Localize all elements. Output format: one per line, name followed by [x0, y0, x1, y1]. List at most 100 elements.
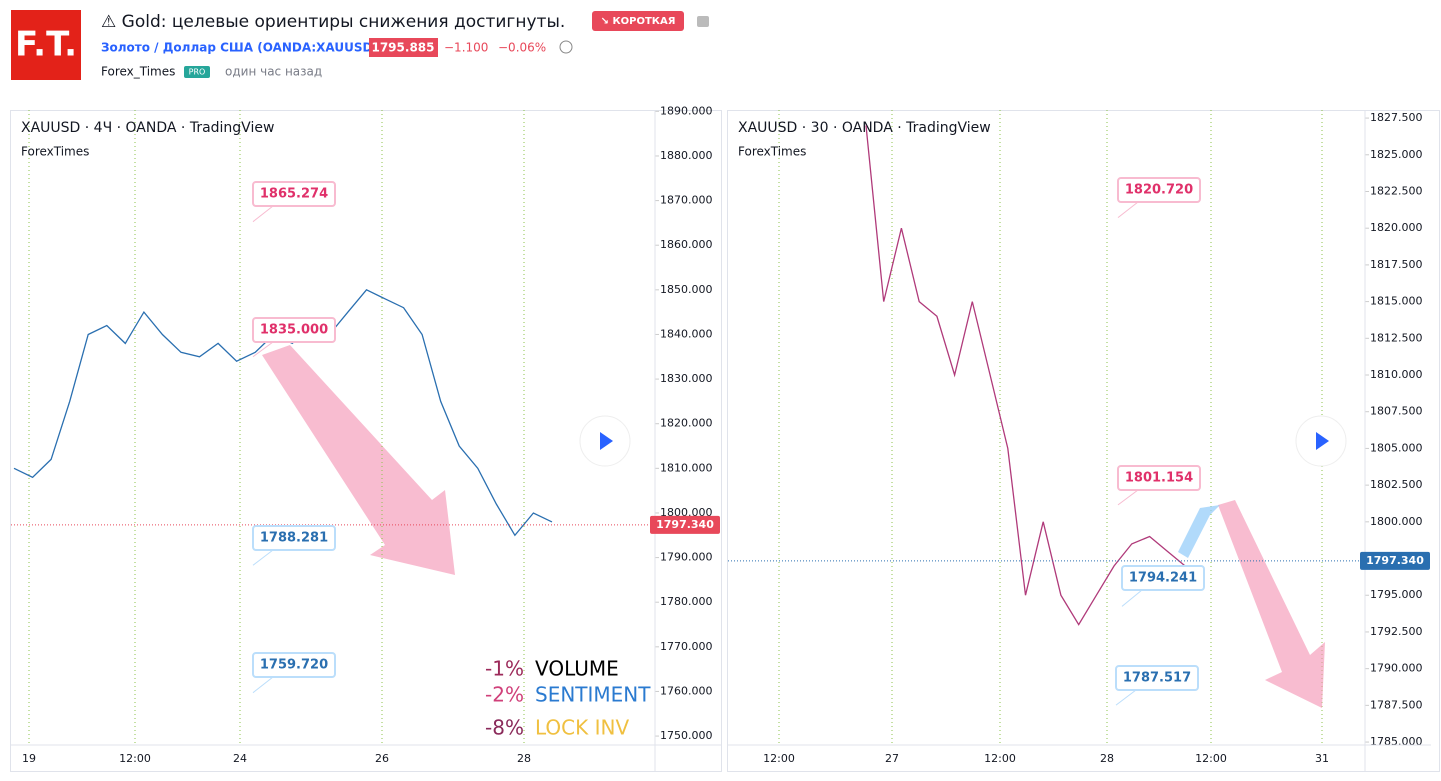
annotation-box — [252, 181, 336, 207]
logo — [11, 10, 81, 80]
y-tick-label: 1880.000 — [660, 149, 713, 162]
annotation-label: 1787.517 — [1123, 671, 1191, 686]
annotation-pointer — [1117, 201, 1139, 219]
chart-title: XAUUSD · 4Ч · OANDA · TradingView — [21, 120, 274, 136]
change-pct: −0.06% — [498, 41, 546, 55]
arrow — [262, 345, 455, 575]
y-tick-label: 1870.000 — [660, 194, 713, 207]
y-tick-label: 1812.500 — [1370, 331, 1423, 344]
annotation-box — [1117, 465, 1201, 491]
y-tick-label: 1817.500 — [1370, 258, 1423, 271]
logo-text: F.T. — [15, 25, 77, 65]
y-tick-label: 1840.000 — [660, 327, 713, 340]
annotation-pointer — [252, 205, 274, 223]
annotation-label: 1820.720 — [1125, 183, 1193, 198]
x-tick-label: 12:00 — [763, 752, 795, 765]
y-tick-label: 1820.000 — [1370, 221, 1423, 234]
panel-2 — [727, 110, 1440, 772]
y-tick-label: 1820.000 — [660, 417, 713, 430]
y-tick-label: 1787.500 — [1370, 698, 1423, 711]
y-tick-label: 1830.000 — [660, 372, 713, 385]
current-price-box — [1360, 551, 1430, 570]
alarm-icon[interactable] — [559, 40, 573, 54]
current-price: 1797.340 — [656, 518, 714, 531]
y-tick-label: 1800.000 — [1370, 515, 1423, 528]
badge-text: ↘ КОРОТКАЯ — [601, 16, 676, 27]
time: один час назад — [225, 65, 322, 79]
y-tick-label: 1802.500 — [1370, 478, 1423, 491]
y-tick-label: 1790.000 — [660, 551, 713, 564]
y-tick-label: 1810.000 — [660, 461, 713, 474]
pro-box — [184, 66, 210, 78]
price-box — [369, 38, 438, 57]
y-tick-label: 1800.000 — [660, 506, 713, 519]
legend-pct: -1% — [485, 657, 524, 681]
idea-title: ⚠ Gold: целевые ориентиры снижения дости… — [101, 12, 565, 32]
y-tick-label: 1810.000 — [1370, 368, 1423, 381]
annotation-box — [252, 652, 336, 678]
chart-subtitle: ForexTimes — [21, 145, 89, 159]
annotation-pointer — [1121, 589, 1143, 607]
annotation-label: 1835.000 — [260, 323, 328, 338]
y-tick-label: 1850.000 — [660, 283, 713, 296]
y-tick-label: 1790.000 — [1370, 662, 1423, 675]
y-tick-label: 1827.500 — [1370, 111, 1423, 124]
legend-name: VOLUME — [535, 657, 619, 681]
y-tick-label: 1785.000 — [1370, 735, 1423, 748]
annotation-box — [1115, 665, 1199, 691]
annotation-label: 1794.241 — [1129, 571, 1197, 586]
x-tick-label: 24 — [233, 752, 247, 765]
x-tick-label: 12:00 — [984, 752, 1016, 765]
annotation-pointer — [252, 341, 274, 358]
y-tick-label: 1807.500 — [1370, 405, 1423, 418]
x-tick-label: 31 — [1315, 752, 1329, 765]
play-icon — [1316, 432, 1329, 450]
y-tick-label: 1750.000 — [660, 729, 713, 742]
x-tick-label: 12:00 — [1195, 752, 1227, 765]
x-tick-label: 28 — [1100, 752, 1114, 765]
y-tick-label: 1780.000 — [660, 595, 713, 608]
chart-title: XAUUSD · 30 · OANDA · TradingView — [738, 120, 991, 136]
y-tick-label: 1860.000 — [660, 238, 713, 251]
y-tick-label: 1825.000 — [1370, 148, 1423, 161]
annotation-pointer — [1115, 689, 1137, 706]
pro: PRO — [189, 68, 206, 77]
legend-name: SENTIMENT — [535, 683, 651, 707]
annotation-box — [252, 525, 336, 551]
annotation-box — [1121, 565, 1205, 591]
y-tick-label: 1805.000 — [1370, 441, 1423, 454]
y-tick-label: 1770.000 — [660, 640, 713, 653]
y-tick-label: 1792.500 — [1370, 625, 1423, 638]
x-tick-label: 28 — [517, 752, 531, 765]
x-tick-label: 27 — [885, 752, 899, 765]
legend-name: LOCK INV — [535, 716, 629, 740]
arrow — [1178, 505, 1220, 558]
author[interactable]: Forex_Times — [101, 65, 175, 79]
annotation-label: 1801.154 — [1125, 471, 1193, 486]
y-tick-label: 1890.000 — [660, 104, 713, 117]
annotation-label: 1788.281 — [260, 531, 328, 546]
y-tick-label: 1795.000 — [1370, 588, 1423, 601]
y-tick-label: 1822.500 — [1370, 184, 1423, 197]
x-tick-label: 19 — [22, 752, 36, 765]
annotation-box — [1117, 177, 1201, 203]
current-price-box — [650, 515, 720, 534]
badge — [592, 11, 684, 31]
y-tick-label: 1815.000 — [1370, 295, 1423, 308]
lock-icon — [697, 16, 709, 27]
annotation-label: 1759.720 — [260, 658, 328, 673]
legend-pct: -2% — [485, 683, 524, 707]
annotation-pointer — [252, 549, 274, 566]
chart-subtitle: ForexTimes — [738, 145, 806, 159]
legend-pct: -8% — [485, 716, 524, 740]
annotation-label: 1865.274 — [260, 187, 328, 202]
y-tick-label: 1760.000 — [660, 684, 713, 697]
panel-1 — [10, 110, 722, 772]
annotation-box — [252, 317, 336, 343]
annotation-pointer — [1117, 489, 1139, 506]
annotation-pointer — [252, 676, 274, 694]
symbol[interactable]: Золото / Доллар США (OANDA:XAUUSD) — [101, 41, 378, 55]
play-icon — [600, 432, 613, 450]
current-price: 1797.340 — [1366, 554, 1424, 567]
